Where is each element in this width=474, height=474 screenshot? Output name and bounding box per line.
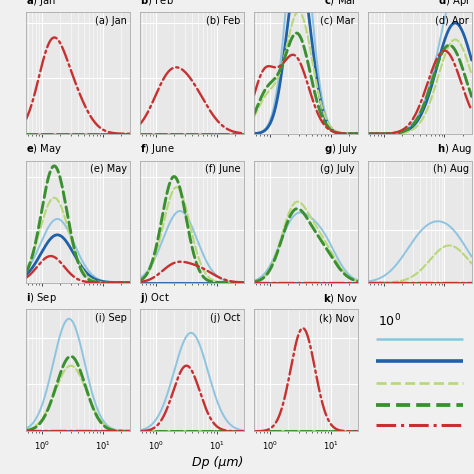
Text: (j) Oct: (j) Oct: [210, 313, 241, 323]
Text: $\bf{b}$) Feb: $\bf{b}$) Feb: [140, 0, 174, 7]
Text: Dp (μm): Dp (μm): [192, 456, 244, 469]
Text: $\bf{e}$) May: $\bf{e}$) May: [26, 142, 62, 156]
Text: (i) Sep: (i) Sep: [95, 313, 127, 323]
Text: (e) May: (e) May: [90, 164, 127, 174]
Text: $\bf{c}$) Mar: $\bf{c}$) Mar: [324, 0, 358, 7]
Text: $10^0$: $10^0$: [378, 313, 401, 329]
Text: $\bf{h}$) Aug: $\bf{h}$) Aug: [437, 142, 472, 156]
Text: $\bf{i}$) Sep: $\bf{i}$) Sep: [26, 291, 57, 305]
Text: (d) Apr: (d) Apr: [435, 16, 468, 26]
Text: $\bf{g}$) July: $\bf{g}$) July: [324, 142, 358, 156]
Text: (h) Aug: (h) Aug: [432, 164, 468, 174]
Text: $\bf{j}$) Oct: $\bf{j}$) Oct: [140, 291, 170, 305]
Text: (f) June: (f) June: [205, 164, 241, 174]
Text: (g) July: (g) July: [320, 164, 355, 174]
Text: (c) Mar: (c) Mar: [320, 16, 355, 26]
Text: $\bf{a}$) Jan: $\bf{a}$) Jan: [26, 0, 56, 8]
Text: (b) Feb: (b) Feb: [206, 16, 241, 26]
Text: (a) Jan: (a) Jan: [95, 16, 127, 26]
Text: $\bf{f}$) June: $\bf{f}$) June: [140, 142, 175, 156]
Text: $\bf{k}$) Nov: $\bf{k}$) Nov: [323, 292, 358, 305]
Text: $\bf{d}$) Apr: $\bf{d}$) Apr: [438, 0, 472, 8]
Text: (k) Nov: (k) Nov: [319, 313, 355, 323]
